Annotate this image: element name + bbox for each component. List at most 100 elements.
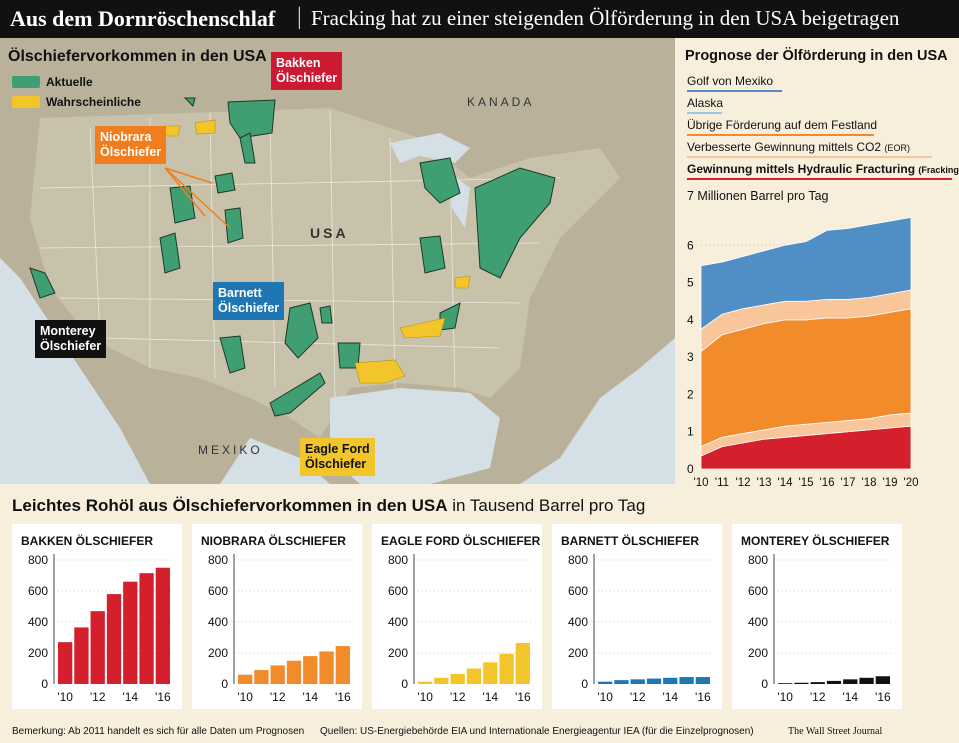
small-chart-x-tick: '10 (237, 690, 253, 704)
bar-12 (810, 682, 825, 684)
forecast-legend-gulf: Golf von Mexiko (687, 74, 774, 88)
small-chart-y-tick: 800 (388, 553, 408, 567)
forecast-legend-eor: Verbesserte Gewinnung mittels CO2 (EOR) (687, 140, 910, 154)
small-chart-y-tick: 400 (748, 615, 768, 629)
small-chart-y-tick: 600 (748, 584, 768, 598)
small-chart-y-tick: 800 (748, 553, 768, 567)
page-title: Aus dem Dornröschenschlaf (10, 6, 276, 31)
title-separator: | (297, 4, 302, 30)
eagle-ford-area (269, 372, 326, 417)
small-chart-y-tick: 0 (581, 677, 588, 691)
small-chart-y-tick: 200 (208, 646, 228, 660)
small-chart-y-tick: 800 (568, 553, 588, 567)
small-chart-y-tick: 0 (761, 677, 768, 691)
small-chart-y-tick: 400 (208, 615, 228, 629)
bottom-title-rest: in Tausend Barrel pro Tag (447, 496, 646, 515)
forecast-legend-onshore-line (687, 134, 874, 136)
bar-12 (450, 673, 465, 684)
bottom-title-bold: Leichtes Rohöl aus Ölschiefervorkommen i… (12, 496, 448, 515)
monterey-callout-line1: Monterey (40, 324, 96, 338)
mexico-label: MEXIKO (198, 443, 263, 457)
bakken-area (227, 99, 276, 139)
forecast-area-4 (700, 216, 912, 330)
forecast-y-tick: 5 (687, 276, 694, 290)
footer-source: Quellen: US-Energiebehörde EIA und Inter… (320, 726, 754, 737)
bakken-callout-line1: Bakken (276, 56, 321, 70)
small-chart-x-tick: '10 (777, 690, 793, 704)
small-chart-x-tick: '16 (695, 690, 711, 704)
forecast-legend-onshore: Übrige Förderung auf dem Festland (687, 118, 878, 132)
small-chart-y-tick: 0 (401, 677, 408, 691)
eagle-ford-bar-chart: 0 200 400 600 800 '10 '12 '14 '16 (388, 553, 532, 704)
forecast-y-tick: 3 (687, 350, 694, 364)
footer-credit: The Wall Street Journal (788, 726, 883, 737)
small-chart-x-tick: '12 (810, 690, 826, 704)
forecast-x-tick: '18 (862, 477, 877, 489)
forecast-x-tick: '16 (820, 477, 835, 489)
small-chart-x-tick: '12 (630, 690, 646, 704)
forecast-x-tick: '17 (841, 477, 856, 489)
niobrara-callout: Niobrara Ölschiefer (95, 126, 167, 164)
bar-15 (319, 651, 334, 684)
forecast-x-tick: '10 (694, 477, 709, 489)
eagle-ford-callout-line1: Eagle Ford (305, 442, 370, 456)
monterey-chart-card: MONTEREY ÖLSCHIEFER 0 200 400 600 800 '10 '12 '… (732, 524, 902, 709)
monterey-bar-chart: 0 200 400 600 800 '10 '12 '14 '16 (748, 553, 892, 704)
small-chart-x-tick: '12 (450, 690, 466, 704)
forecast-y-tick: 0 (687, 462, 694, 476)
small-chart-y-tick: 0 (221, 677, 228, 691)
forecast-legend-alaska-line (687, 112, 722, 114)
small-chart-x-tick: '14 (842, 690, 858, 704)
bar-14 (123, 581, 138, 684)
bar-16 (515, 642, 530, 684)
forecast-y-tick: 2 (687, 387, 694, 401)
bar-13 (826, 680, 842, 684)
bar-12 (90, 611, 105, 684)
bar-11 (254, 670, 269, 684)
barnett-area (284, 302, 319, 359)
small-chart-x-tick: '12 (270, 690, 286, 704)
small-chart-y-tick: 200 (388, 646, 408, 660)
bar-15 (859, 677, 874, 684)
niobrara-chart-card: NIOBRARA ÖLSCHIEFER 0 200 400 600 800 '10 '12 '… (192, 524, 362, 709)
small-chart-y-tick: 400 (388, 615, 408, 629)
forecast-legend-eor-label: Verbesserte Gewinnung mittels CO2 (687, 140, 882, 154)
bar-16 (875, 676, 890, 684)
forecast-x-tick: '14 (778, 477, 794, 489)
bar-13 (106, 594, 122, 684)
bar-11 (614, 680, 629, 684)
bar-12 (630, 679, 645, 684)
small-chart-y-tick: 600 (208, 584, 228, 598)
small-chart-y-tick: 0 (41, 677, 48, 691)
small-chart-x-tick: '14 (302, 690, 318, 704)
bar-13 (646, 678, 662, 684)
forecast-y-tick: 1 (687, 425, 694, 439)
small-chart-y-tick: 600 (388, 584, 408, 598)
legend-probable-swatch (12, 96, 40, 108)
eagle-ford-chart-card: EAGLE FORD ÖLSCHIEFER 0 200 400 600 800 '10 '1… (372, 524, 542, 709)
barnett-callout: Barnett Ölschiefer (213, 282, 285, 320)
bar-16 (695, 677, 710, 684)
bar-13 (286, 660, 302, 684)
bar-10 (238, 674, 253, 684)
small-chart-x-tick: '16 (515, 690, 531, 704)
barnett-chart-title: BARNETT ÖLSCHIEFER (561, 534, 699, 548)
monterey-callout-line2: Ölschiefer (40, 339, 102, 353)
monterey-callout: Monterey Ölschiefer (35, 320, 107, 358)
monterey-chart-title: MONTEREY ÖLSCHIEFER (741, 534, 890, 548)
small-chart-x-tick: '12 (90, 690, 106, 704)
forecast-legend-fracking-line (687, 178, 952, 180)
eagle-ford-chart-title: EAGLE FORD ÖLSCHIEFER (381, 534, 541, 548)
forecast-legend-alaska: Alaska (687, 96, 724, 110)
small-chart-x-tick: '16 (875, 690, 891, 704)
bakken-bar-chart: 0 200 400 600 800 '10 '12 '14 '16 (28, 553, 172, 704)
great-lakes (390, 133, 540, 228)
forecast-legend-eor-line (687, 156, 932, 158)
bakken-chart-card: BAKKEN ÖLSCHIEFER 0 200 400 600 800 '10 '12 '14… (12, 524, 182, 709)
title-bar: Aus dem Dornröschenschlaf | Fracking hat… (0, 0, 959, 38)
bar-11 (794, 682, 809, 684)
forecast-area-chart: 0 1 2 3 4 5 6 7 Millionen Barrel pro Tag '10 '11 '… (687, 189, 919, 489)
small-chart-y-tick: 200 (28, 646, 48, 660)
small-chart-x-tick: '10 (417, 690, 433, 704)
small-chart-y-tick: 400 (568, 615, 588, 629)
